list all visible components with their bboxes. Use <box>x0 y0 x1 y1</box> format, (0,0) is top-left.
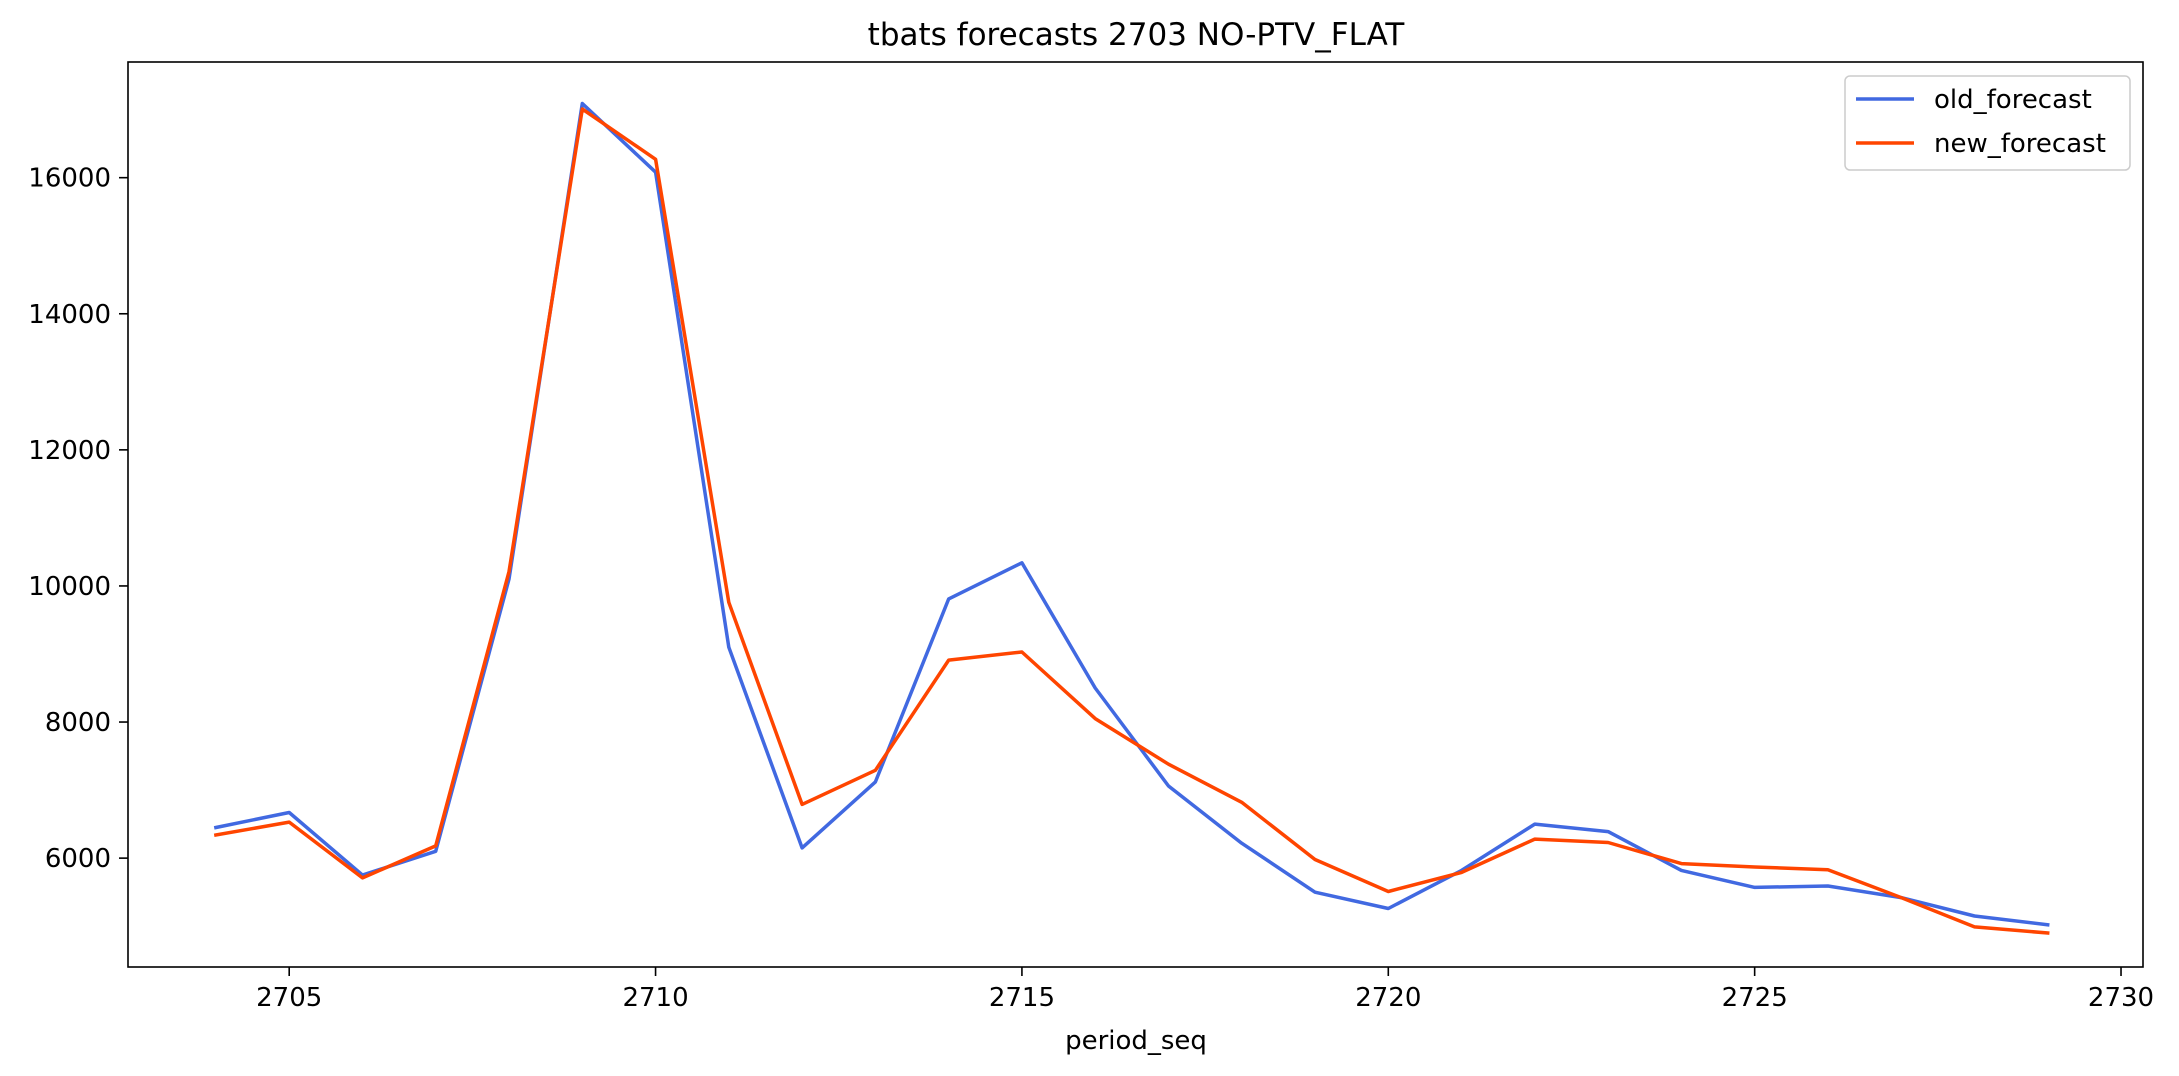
y-tick-label: 6000 <box>45 844 111 874</box>
series-line-new-forecast <box>213 107 2050 935</box>
x-tick-label: 2730 <box>2088 983 2154 1013</box>
legend-box <box>1844 75 2131 171</box>
legend-label-new-forecast: new_forecast <box>1934 129 2106 159</box>
y-axis: 6000 8000 10000 12000 14000 16000 <box>28 164 128 874</box>
y-tick-label: 12000 <box>28 436 111 466</box>
y-tick-label: 10000 <box>28 572 111 602</box>
y-tick-label: 14000 <box>28 300 111 330</box>
x-tick-label: 2725 <box>1722 983 1788 1013</box>
x-tick-label: 2705 <box>256 983 322 1013</box>
legend: old_forecast new_forecast <box>1844 75 2131 171</box>
x-tick-label: 2715 <box>989 983 1055 1013</box>
chart-title: tbats forecasts 2703 NO-PTV_FLAT <box>868 17 1406 53</box>
x-tick-label: 2710 <box>622 983 688 1013</box>
x-axis: 2705 2710 2715 2720 2725 2730 <box>256 967 2154 1013</box>
x-tick-label: 2720 <box>1355 983 1421 1013</box>
y-tick-label: 8000 <box>45 708 111 738</box>
y-tick-label: 16000 <box>28 164 111 194</box>
plot-frame <box>127 61 2144 968</box>
x-axis-label: period_seq <box>1065 1026 1207 1056</box>
series-layer <box>213 101 2050 935</box>
legend-label-old-forecast: old_forecast <box>1934 85 2092 115</box>
